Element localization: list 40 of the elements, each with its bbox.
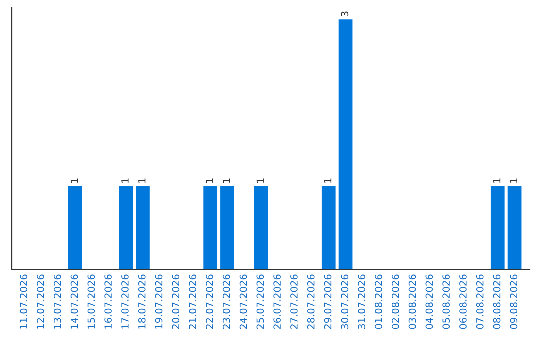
data-label: 1 [138, 178, 146, 183]
x-tick-label: 02.08.2026 [392, 274, 400, 330]
data-label: 1 [493, 178, 501, 183]
x-tick-label: 08.08.2026 [493, 274, 501, 330]
x-tick-label: 28.07.2026 [307, 274, 315, 330]
x-tick-label: 21.07.2026 [189, 274, 196, 330]
x-tick-label: 01.08.2026 [375, 274, 382, 330]
x-tick-label: 25.07.2026 [256, 274, 264, 330]
x-tick-label: 03.08.2026 [408, 274, 416, 330]
x-tick-label: 20.07.2026 [172, 274, 180, 330]
x-tick-label: 17.07.2026 [122, 274, 129, 329]
x-tick-label: 26.07.2026 [274, 274, 282, 330]
data-label: 3 [341, 12, 349, 16]
x-tick-label: 27.07.2026 [290, 274, 298, 330]
x-tick-label: 16.07.2026 [104, 274, 112, 329]
x-tick-label: 30.07.2026 [341, 274, 349, 330]
x-tick-label: 24.07.2026 [240, 274, 248, 330]
x-tick-label: 19.07.2026 [155, 274, 163, 329]
data-label: 1 [122, 178, 129, 183]
x-tick-label: 07.08.2026 [476, 274, 484, 330]
x-tick-label: 22.07.2026 [206, 274, 214, 330]
data-label: 1 [324, 178, 332, 183]
data-label: 1 [256, 178, 264, 183]
x-tick-label: 18.07.2026 [138, 274, 146, 329]
x-tick-label: 04.08.2026 [426, 274, 434, 330]
x-tick-label: 05.08.2026 [442, 274, 450, 330]
data-label: 1 [70, 178, 78, 183]
data-label: 1 [223, 178, 230, 183]
x-tick-label: 29.07.2026 [324, 274, 332, 330]
x-tick-label: 12.07.2026 [37, 274, 44, 329]
x-tick-label: 13.07.2026 [54, 274, 62, 329]
data-label: 1 [510, 178, 518, 183]
x-tick-label: 31.07.2026 [358, 274, 366, 330]
x-tick-label: 11.07.2026 [20, 274, 28, 329]
data-label: 1 [206, 178, 214, 183]
x-tick-label: 14.07.2026 [70, 274, 78, 329]
x-tick-label: 09.08.2026 [510, 274, 518, 330]
x-tick-label: 15.07.2026 [88, 274, 96, 329]
x-tick-label: 23.07.2026 [222, 274, 230, 330]
x-tick-label: 06.08.2026 [460, 274, 467, 330]
